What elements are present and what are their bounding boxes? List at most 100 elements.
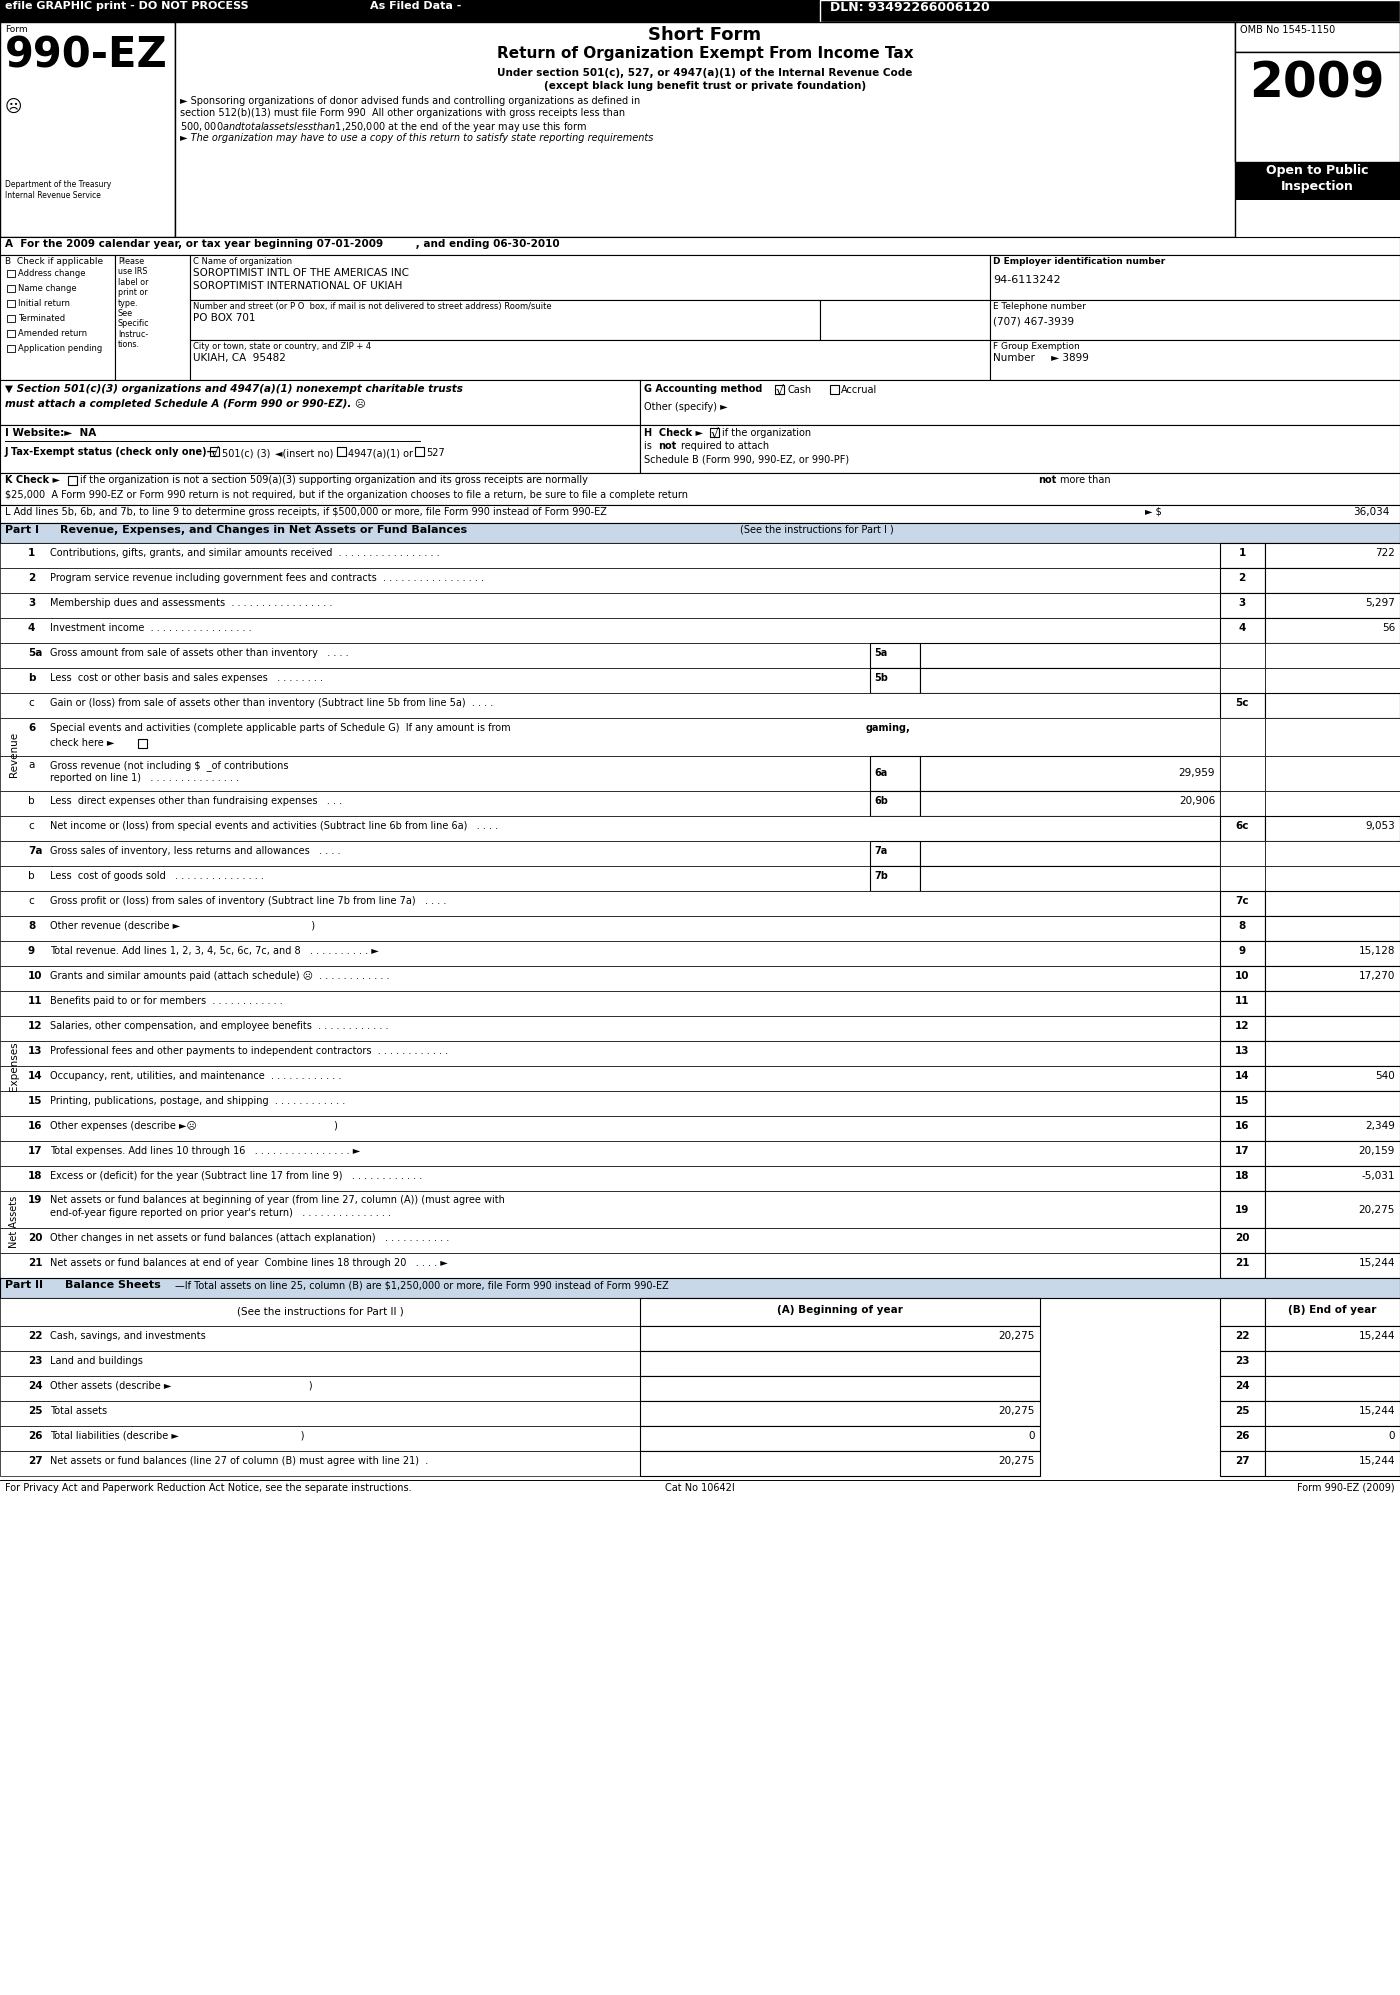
Text: Net assets or fund balances at beginning of year (from line 27, column (A)) (mus: Net assets or fund balances at beginning…: [50, 1195, 505, 1205]
Text: 3: 3: [28, 598, 35, 608]
Text: Net assets or fund balances (line 27 of column (B) must agree with line 21)  .: Net assets or fund balances (line 27 of …: [50, 1456, 428, 1466]
Text: ☹: ☹: [6, 98, 22, 116]
Text: 9,053: 9,053: [1365, 822, 1394, 832]
Text: 11: 11: [1235, 996, 1249, 1005]
Text: Open to Public: Open to Public: [1266, 164, 1368, 178]
Text: (B) End of year: (B) End of year: [1288, 1305, 1376, 1315]
Text: 15,244: 15,244: [1358, 1331, 1394, 1341]
Text: 5,297: 5,297: [1365, 598, 1394, 608]
Bar: [0, 642, 1400, 668]
Text: K Check ►: K Check ►: [6, 475, 60, 485]
Bar: [1235, 162, 1400, 200]
Text: (A) Beginning of year: (A) Beginning of year: [777, 1305, 903, 1315]
Text: Gross profit or (loss) from sales of inventory (Subtract line 7b from line 7a)  : Gross profit or (loss) from sales of inv…: [50, 896, 447, 906]
Bar: [1219, 569, 1266, 593]
Bar: [414, 447, 424, 457]
Text: 23: 23: [28, 1357, 42, 1367]
Bar: [0, 0, 1400, 22]
Text: 4: 4: [1239, 622, 1246, 632]
Text: 25: 25: [1235, 1406, 1249, 1416]
Text: 11: 11: [28, 996, 42, 1005]
Bar: [0, 816, 1400, 842]
Text: H  Check ►: H Check ►: [644, 429, 703, 439]
Text: (See the instructions for Part I ): (See the instructions for Part I ): [741, 525, 893, 535]
Bar: [1219, 1041, 1266, 1065]
Text: Grants and similar amounts paid (attach schedule) ☹  . . . . . . . . . . . .: Grants and similar amounts paid (attach …: [50, 972, 389, 982]
Bar: [0, 756, 1400, 790]
Text: 20: 20: [1235, 1233, 1249, 1243]
Text: 36,034: 36,034: [1354, 507, 1390, 517]
Bar: [0, 1229, 1400, 1253]
Text: Cat No 10642I: Cat No 10642I: [665, 1482, 735, 1492]
Bar: [920, 790, 1219, 816]
Bar: [1266, 892, 1400, 916]
Bar: [830, 385, 839, 393]
Bar: [1219, 916, 1266, 942]
Bar: [1219, 866, 1266, 892]
Text: 5b: 5b: [874, 672, 888, 682]
Bar: [0, 593, 1400, 618]
Bar: [0, 618, 1400, 642]
Text: if the organization: if the organization: [722, 429, 811, 439]
Bar: [139, 738, 147, 748]
Bar: [1219, 1299, 1266, 1327]
Text: 13: 13: [1235, 1045, 1249, 1055]
Bar: [1219, 816, 1266, 842]
Bar: [0, 1450, 640, 1476]
Text: Total revenue. Add lines 1, 2, 3, 4, 5c, 6c, 7c, and 8   . . . . . . . . . . ►: Total revenue. Add lines 1, 2, 3, 4, 5c,…: [50, 946, 379, 956]
Bar: [7, 285, 15, 291]
Bar: [1266, 1041, 1400, 1065]
Bar: [640, 1426, 1040, 1450]
Text: not: not: [658, 441, 676, 451]
Text: 20,275: 20,275: [998, 1331, 1035, 1341]
Bar: [0, 1426, 640, 1450]
Text: (except black lung benefit trust or private foundation): (except black lung benefit trust or priv…: [545, 82, 867, 92]
Bar: [1266, 1351, 1400, 1377]
Text: end-of-year figure reported on prior year's return)   . . . . . . . . . . . . . : end-of-year figure reported on prior yea…: [50, 1209, 391, 1219]
Text: √: √: [776, 385, 784, 397]
Text: 7c: 7c: [1235, 896, 1249, 906]
Text: 20,275: 20,275: [998, 1456, 1035, 1466]
Text: 16: 16: [28, 1121, 42, 1131]
Text: not: not: [1037, 475, 1056, 485]
Text: DLN: 93492266006120: DLN: 93492266006120: [830, 2, 990, 14]
Bar: [1266, 790, 1400, 816]
Text: c: c: [28, 896, 34, 906]
Text: 23: 23: [1235, 1357, 1249, 1367]
Bar: [1219, 692, 1266, 718]
Text: Less  direct expenses other than fundraising expenses   . . .: Less direct expenses other than fundrais…: [50, 796, 342, 806]
Text: required to attach: required to attach: [680, 441, 769, 451]
Text: J Tax-Exempt status (check only one)—: J Tax-Exempt status (check only one)—: [6, 447, 217, 457]
Text: Total expenses. Add lines 10 through 16   . . . . . . . . . . . . . . . . ►: Total expenses. Add lines 10 through 16 …: [50, 1145, 360, 1155]
Bar: [990, 299, 1400, 339]
Bar: [1266, 756, 1400, 790]
Bar: [1266, 842, 1400, 866]
Bar: [869, 668, 920, 692]
Bar: [337, 447, 346, 457]
Text: Internal Revenue Service: Internal Revenue Service: [6, 192, 101, 200]
Text: As Filed Data -: As Filed Data -: [370, 2, 462, 12]
Text: 1: 1: [28, 549, 35, 559]
Text: Form 990-EZ (2009): Form 990-EZ (2009): [1298, 1482, 1394, 1492]
Text: c: c: [28, 822, 34, 832]
Text: Accrual: Accrual: [841, 385, 878, 395]
Text: 1: 1: [1239, 549, 1246, 559]
Bar: [1219, 543, 1266, 569]
Text: (See the instructions for Part II ): (See the instructions for Part II ): [237, 1307, 403, 1317]
Text: Investment income  . . . . . . . . . . . . . . . . .: Investment income . . . . . . . . . . . …: [50, 622, 252, 632]
Text: Number     ► 3899: Number ► 3899: [993, 353, 1089, 363]
Bar: [0, 942, 1400, 966]
Bar: [1266, 1165, 1400, 1191]
Text: 22: 22: [1235, 1331, 1249, 1341]
Bar: [0, 1041, 1400, 1065]
Text: Under section 501(c), 527, or 4947(a)(1) of the Internal Revenue Code: Under section 501(c), 527, or 4947(a)(1)…: [497, 68, 913, 78]
Text: Department of the Treasury: Department of the Treasury: [6, 180, 111, 190]
Bar: [69, 477, 77, 485]
Text: ► Sponsoring organizations of donor advised funds and controlling organizations : ► Sponsoring organizations of donor advi…: [181, 96, 640, 106]
Bar: [0, 1351, 640, 1377]
Text: Balance Sheets: Balance Sheets: [64, 1281, 161, 1291]
Bar: [1266, 642, 1400, 668]
Bar: [0, 569, 1400, 593]
Text: 4: 4: [28, 622, 35, 632]
Bar: [190, 255, 990, 299]
